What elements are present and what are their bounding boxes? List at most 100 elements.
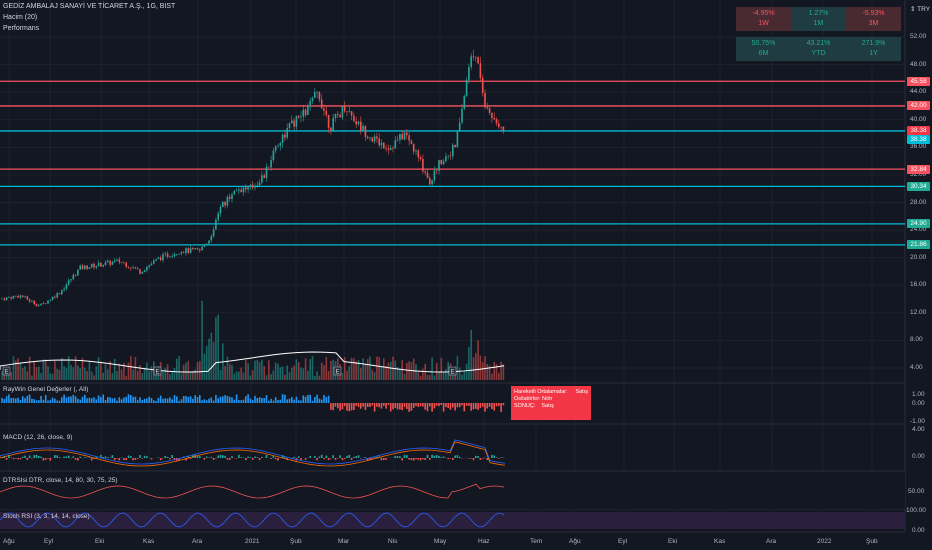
macd-histogram-bar (49, 458, 52, 461)
performance-value: -4.95% (752, 10, 775, 17)
raywin-bar (17, 397, 19, 403)
raywin-bar (185, 396, 187, 403)
macd-histogram-bar (222, 455, 224, 458)
macd-histogram-bar (84, 457, 86, 458)
raywin-bar (148, 396, 150, 403)
candle-body (72, 274, 75, 280)
macd-tick: 4.00 (912, 426, 925, 433)
time-tick: Tem (530, 538, 543, 545)
volume-bar (74, 356, 77, 380)
volume-bar (491, 373, 493, 380)
earnings-marker (153, 366, 162, 376)
price-level-label: 38.38 (907, 126, 930, 136)
raywin-bar (293, 399, 295, 403)
currency-label[interactable]: ⇕ TRY (910, 5, 930, 13)
volume-bar (495, 364, 498, 380)
volume-bar (240, 367, 242, 380)
macd-histogram-bar (93, 458, 95, 460)
candle-body (242, 187, 245, 193)
candle-body (465, 79, 468, 96)
volume-bar (346, 370, 348, 380)
candle-body (111, 261, 114, 265)
macd-histogram-bar (385, 458, 387, 460)
volume-bar (95, 366, 98, 380)
volume-bar (31, 375, 33, 380)
candle-body (24, 296, 26, 298)
candle-body (445, 156, 447, 162)
raywin-bar (307, 394, 309, 403)
earnings-marker-label: E (4, 370, 8, 376)
macd-histogram-bar (412, 458, 415, 461)
volume-bar (406, 362, 408, 380)
volume-bar (422, 368, 424, 380)
macd-histogram-bar (337, 458, 339, 459)
candle-body (309, 100, 311, 106)
candle-body (208, 240, 210, 244)
volume-bar (176, 358, 178, 380)
performance-cell: 50.75% 6M (736, 37, 791, 61)
raywin-bar (95, 399, 98, 403)
volume-bar (49, 373, 52, 380)
macd-histogram-bar (433, 455, 436, 458)
volume-bar (187, 360, 190, 380)
macd-histogram-bar (123, 458, 125, 461)
candle-body (424, 171, 426, 173)
macd-histogram-bar (116, 458, 118, 459)
candle-body (132, 267, 134, 269)
macd-histogram-bar (270, 458, 272, 459)
candle-body (350, 111, 353, 116)
macd-histogram-bar (320, 454, 323, 458)
macd-histogram-bar (31, 458, 33, 459)
time-tick: Şub (866, 538, 878, 545)
volume-bar (288, 372, 291, 380)
volume-bar (447, 361, 449, 380)
time-tick: Ağu (569, 538, 581, 545)
time-tick: Eyl (44, 538, 54, 545)
macd-histogram-bar (353, 456, 355, 458)
macd-histogram-bar (28, 455, 31, 458)
price-level-label: 45.58 (907, 76, 930, 86)
raywin-bar (337, 403, 339, 409)
dtrsi-line (0, 483, 505, 499)
raywin-bar (84, 394, 86, 403)
candle-body (51, 296, 54, 300)
raywin-bar (219, 396, 222, 403)
raywin-bar (254, 395, 256, 403)
macd-histogram-bar (309, 455, 311, 458)
volume-bar (90, 371, 93, 380)
volume-bar (10, 372, 12, 380)
macd-histogram-bar (261, 456, 263, 458)
macd-histogram-bar (452, 458, 454, 461)
raywin-bar (350, 403, 353, 411)
macd-histogram-bar (491, 454, 493, 458)
candle-body (189, 248, 192, 253)
raywin-bar (8, 394, 10, 403)
raywin-bar (235, 394, 238, 403)
performance-cell: 271.9% 1Y (846, 37, 901, 61)
raywin-bar (300, 400, 302, 403)
volume-bar (132, 369, 134, 380)
macd-histogram-bar (102, 456, 104, 458)
candle-body (417, 150, 420, 158)
raywin-bar (281, 394, 284, 403)
candle-body (42, 303, 45, 304)
macd-histogram-bar (54, 455, 56, 458)
candle-body (410, 140, 413, 144)
raywin-bar (146, 398, 148, 403)
macd-signal-line (0, 441, 506, 467)
candle-body (38, 305, 40, 307)
macd-histogram-bar (304, 458, 307, 460)
volume-bar (500, 361, 502, 380)
candle-body (150, 263, 153, 266)
macd-histogram-bar (481, 458, 484, 459)
candle-body (166, 253, 169, 257)
raywin-bar (502, 403, 505, 406)
raywin-bar (88, 397, 91, 403)
candle-body (153, 260, 155, 264)
candle-body (456, 130, 459, 148)
time-tick: Ara (766, 538, 777, 545)
performance-value: 43.21% (806, 40, 831, 47)
macd-histogram-bar (449, 458, 452, 459)
candle-body (5, 297, 8, 300)
